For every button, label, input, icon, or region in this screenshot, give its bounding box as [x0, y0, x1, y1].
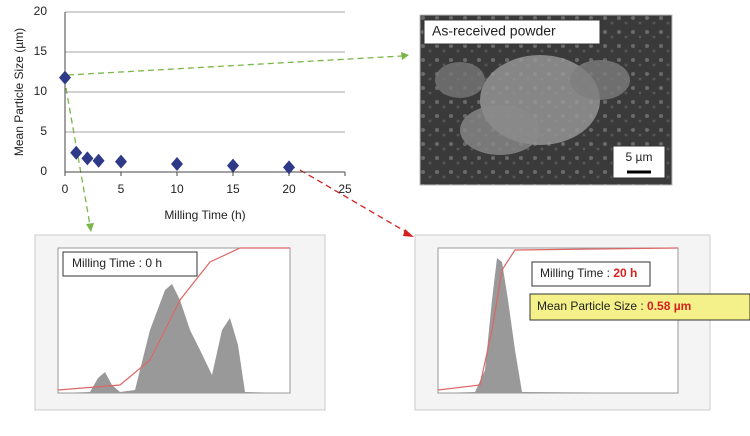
x-tick-label: 20 [282, 182, 296, 196]
size-label-text: Mean Particle Size : [537, 299, 647, 313]
point [115, 154, 127, 169]
x-tick-label: 25 [338, 182, 352, 196]
x-tick-label: 15 [226, 182, 240, 196]
point [227, 158, 239, 173]
y-tick-label: 20 [34, 4, 48, 18]
histogram-20h: Milling Time : 20 h Mean Particle Size :… [414, 234, 750, 411]
sem-image: As-received powder 5 µm [419, 14, 673, 186]
size-value: 0.58 µm [647, 299, 691, 313]
point [81, 151, 94, 166]
y-tick-label: 15 [34, 44, 48, 58]
scale-label: 5 µm [626, 150, 653, 164]
x-tick-label: 10 [170, 182, 184, 196]
arrows [65, 52, 414, 237]
size-label: Mean Particle Size : 0.58 µm [537, 299, 691, 313]
point [283, 160, 295, 175]
right-time: 20 h [613, 266, 637, 280]
x-axis-title: Milling Time (h) [164, 208, 245, 222]
x-tick-label: 0 [62, 182, 69, 196]
sem-label: As-received powder [432, 23, 556, 39]
left-label: Milling Time : 0 h [72, 256, 162, 270]
point [70, 145, 83, 160]
chart: Mean Particle Size (µm) Milling Time (h)… [12, 4, 352, 222]
histogram-0h: Milling Time : 0 h [34, 234, 326, 411]
right-label-text: Milling Time : [540, 266, 613, 280]
point [171, 157, 183, 171]
point [92, 153, 105, 168]
point [59, 70, 71, 85]
x-tick-label: 5 [118, 182, 125, 196]
y-tick-label: 0 [40, 164, 47, 178]
y-tick-label: 10 [34, 84, 48, 98]
y-tick-label: 5 [40, 124, 47, 138]
right-label: Milling Time : 20 h [540, 266, 637, 280]
y-axis-title: Mean Particle Size (µm) [12, 28, 26, 156]
